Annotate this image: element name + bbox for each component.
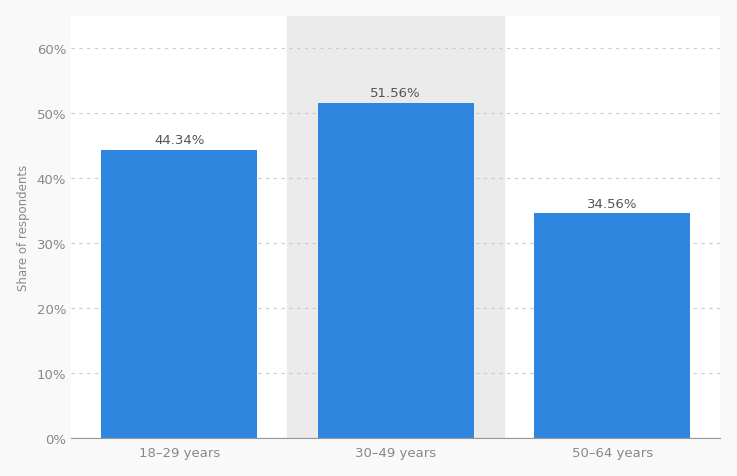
Bar (287, 17, 504, 438)
Text: 34.56%: 34.56% (587, 197, 638, 210)
Text: 44.34%: 44.34% (154, 134, 204, 147)
Bar (101, 150, 257, 438)
Text: 51.56%: 51.56% (370, 87, 421, 100)
Bar (534, 214, 690, 438)
Y-axis label: Share of respondents: Share of respondents (17, 164, 29, 290)
Bar (318, 104, 474, 438)
